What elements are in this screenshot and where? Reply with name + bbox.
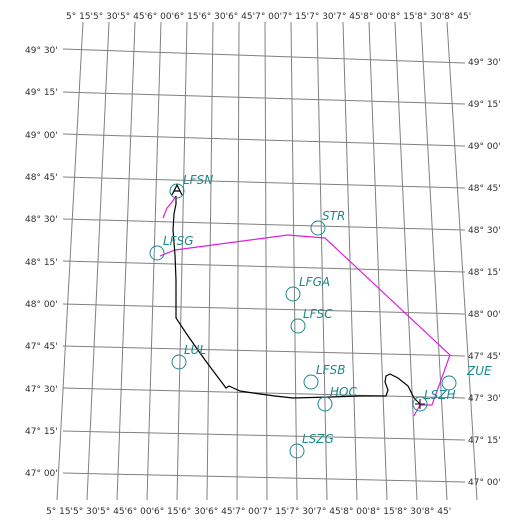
waypoint-lszh[interactable]: LSZH xyxy=(412,388,456,412)
airport-icon xyxy=(412,396,428,412)
waypoint-str[interactable]: STR xyxy=(310,209,345,236)
lat-label-right: 47° 30' xyxy=(468,394,501,404)
waypoint-icon xyxy=(285,286,301,302)
lat-label-left: 48° 15' xyxy=(25,258,58,268)
lon-labels-bottom: 5° 15'5° 30'5° 45'6° 00'6° 15'6° 30'6° 4… xyxy=(46,507,451,517)
waypoint-icon xyxy=(317,396,333,412)
waypoint-label: LFSN xyxy=(183,173,213,187)
waypoint-label: LFSB xyxy=(316,363,345,377)
lat-label-right: 48° 45' xyxy=(468,184,501,194)
waypoint-lfsc[interactable]: LFSC xyxy=(290,307,333,334)
lat-label-right: 48° 00' xyxy=(468,310,501,320)
waypoint-lszg[interactable]: LSZG xyxy=(289,432,334,459)
airport-runway-icon xyxy=(415,399,425,409)
flown-track[interactable] xyxy=(172,196,421,405)
waypoint-lfsg[interactable]: LFSG xyxy=(149,234,194,261)
waypoint-label: ZUE xyxy=(466,364,492,378)
planned-route-departure-leg xyxy=(162,195,177,219)
lat-label-left: 48° 45' xyxy=(25,173,58,183)
lat-label-left: 47° 00' xyxy=(25,469,58,479)
waypoint-icon xyxy=(441,375,457,391)
parallel-lines xyxy=(62,48,466,483)
lat-label-left: 47° 15' xyxy=(25,427,58,437)
lat-label-left: 49° 00' xyxy=(25,131,58,141)
lat-label-left: 48° 30' xyxy=(25,215,58,225)
waypoint-label: LUL xyxy=(184,343,206,357)
lat-labels-right: 49° 30' 49° 15' 49° 00' 48° 45' 48° 30' … xyxy=(468,58,501,488)
waypoint-icon xyxy=(149,245,165,261)
lat-label-left: 49° 15' xyxy=(25,88,58,98)
lat-label-right: 48° 15' xyxy=(468,268,501,278)
planned-route-arrival-leg xyxy=(413,404,421,417)
lat-label-left: 47° 30' xyxy=(25,385,58,395)
waypoint-label: LSZG xyxy=(302,432,334,446)
waypoint-label: HOC xyxy=(330,385,357,399)
waypoint-lfsn[interactable]: LFSN xyxy=(169,173,213,199)
lat-label-right: 49° 00' xyxy=(468,142,501,152)
waypoint-icon xyxy=(171,354,187,370)
waypoint-label: LFGA xyxy=(299,275,330,289)
lat-label-right: 47° 15' xyxy=(468,436,501,446)
lon-labels-top: 5° 15'5° 30'5° 45'6° 00'6° 15'6° 30'6° 4… xyxy=(66,12,471,22)
waypoint-lul[interactable]: LUL xyxy=(171,343,206,370)
waypoint-zue[interactable]: ZUE xyxy=(441,364,492,391)
waypoint-label: LFSC xyxy=(303,307,333,321)
lat-label-right: 49° 30' xyxy=(468,58,501,68)
waypoint-label: LFSG xyxy=(163,234,194,248)
waypoint-icon xyxy=(303,374,319,390)
waypoint-hoc[interactable]: HOC xyxy=(317,385,357,412)
airport-runway-icon xyxy=(171,183,183,196)
waypoint-icon xyxy=(290,318,306,334)
lat-label-right: 48° 30' xyxy=(468,226,501,236)
waypoint-label: STR xyxy=(322,209,345,223)
waypoint-icon xyxy=(289,443,305,459)
lat-label-left: 49° 30' xyxy=(25,46,58,56)
waypoint-lfsb[interactable]: LFSB xyxy=(303,363,345,390)
lat-label-right: 47° 45' xyxy=(468,352,501,362)
lat-label-left: 48° 00' xyxy=(25,300,58,310)
lat-label-left: 47° 45' xyxy=(25,342,58,352)
lat-labels-left: 49° 30' 49° 15' 49° 00' 48° 45' 48° 30' … xyxy=(25,46,58,479)
lat-label-right: 47° 00' xyxy=(468,478,501,488)
waypoint-label: LSZH xyxy=(424,388,456,402)
waypoint-lfga[interactable]: LFGA xyxy=(285,275,330,302)
waypoint-icon xyxy=(310,220,326,236)
lat-label-right: 49° 15' xyxy=(468,100,501,110)
